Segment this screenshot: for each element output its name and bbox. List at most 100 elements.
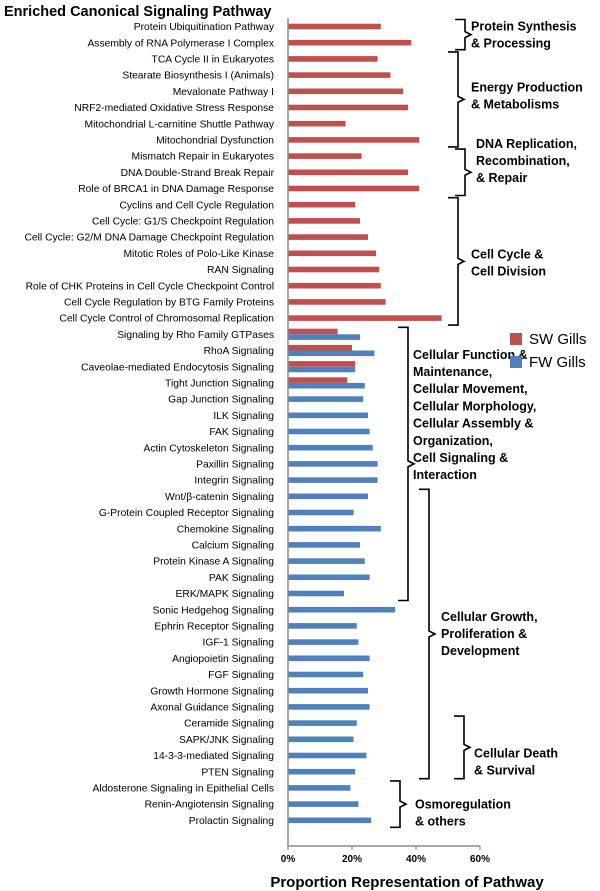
bar-fw-gills xyxy=(288,428,370,435)
bar-fw-gills xyxy=(288,461,378,467)
category-label: Mitochondrial Dysfunction xyxy=(156,136,274,147)
category-label: Protein Kinase A Signaling xyxy=(153,557,274,568)
group-label: Development xyxy=(441,644,520,658)
category-label: PAK Signaling xyxy=(209,573,274,584)
bar-fw-gills xyxy=(288,444,373,451)
group-bracket xyxy=(455,18,473,51)
group-label: Cellular Growth, xyxy=(441,610,538,624)
legend-swatch xyxy=(510,333,522,345)
bar-fw-gills xyxy=(288,785,351,791)
legend-label: FW Gills xyxy=(529,354,586,371)
bar-sw-gills xyxy=(288,282,381,289)
bar-fw-gills xyxy=(288,623,357,629)
bar-sw-gills xyxy=(288,120,346,127)
category-label: IGF-1 Signaling xyxy=(202,638,274,649)
category-label: Cell Cycle: G1/S Checkpoint Regulation xyxy=(92,217,274,228)
bar-sw-gills xyxy=(288,39,412,46)
category-label: Caveolae-mediated Endocytosis Signaling xyxy=(81,362,274,373)
legend-label: SW Gills xyxy=(529,331,587,348)
category-label: Cell Cycle Regulation by BTG Family Prot… xyxy=(64,298,274,309)
bar-fw-gills xyxy=(288,704,370,710)
category-label: ILK Signaling xyxy=(213,411,274,422)
category-label: Aldosterone Signaling in Epithelial Cell… xyxy=(93,784,274,795)
category-label: Cell Cycle Control of Chromosomal Replic… xyxy=(59,314,274,325)
bar-sw-gills xyxy=(288,234,368,240)
bar-sw-gills xyxy=(288,88,404,95)
bar-sw-gills xyxy=(288,361,356,367)
group-annotations: Protein Synthesis & Processing Energy Prod… xyxy=(390,18,583,829)
group-bracket xyxy=(398,326,416,602)
group-label: & others xyxy=(415,815,466,829)
group-label: Cellular Death xyxy=(474,746,558,760)
bar-fw-gills xyxy=(288,334,360,340)
category-label: Protein Ubiquitination Pathway xyxy=(134,22,275,33)
x-tick-label: 60% xyxy=(470,854,490,865)
category-label: Renin-Angiotensin Signaling xyxy=(145,800,275,811)
category-label: Wnt/β-catenin Signaling xyxy=(165,492,274,503)
group-label: & Metabolisms xyxy=(471,98,559,112)
bar-fw-gills xyxy=(288,606,396,613)
group-label: Cell Division xyxy=(471,265,546,279)
bar-fw-gills xyxy=(288,542,360,548)
bar-sw-gills xyxy=(288,266,380,273)
category-label: G-Protein Coupled Receptor Signaling xyxy=(99,508,274,519)
group-label: Cell Signaling & xyxy=(413,451,508,465)
bar-fw-gills xyxy=(288,639,359,645)
category-label: Axonal Guidance Signaling xyxy=(150,703,274,714)
category-label: Sonic Hedgehog Signaling xyxy=(153,605,275,616)
bars-layer xyxy=(288,23,442,824)
category-label: Cell Cycle: G2/M DNA Damage Checkpoint R… xyxy=(24,233,274,244)
category-label: SAPK/JNK Signaling xyxy=(179,735,274,746)
category-label: Signaling by Rho Family GTPases xyxy=(117,330,274,341)
category-label: Gap Junction Signaling xyxy=(168,395,274,406)
category-label: Growth Hormone Signaling xyxy=(150,686,274,697)
x-tick-label: 40% xyxy=(406,854,426,865)
group-bracket xyxy=(448,51,466,148)
x-axis-label: Proportion Representation of Pathway xyxy=(270,874,544,891)
group-label: Cellular Movement, xyxy=(413,382,528,396)
bar-fw-gills xyxy=(288,396,364,402)
bar-fw-gills xyxy=(288,671,364,678)
category-label: RAN Signaling xyxy=(207,265,274,276)
category-label: RhoA Signaling xyxy=(204,346,275,357)
bar-sw-gills xyxy=(288,328,338,335)
category-label: Calcium Signaling xyxy=(192,541,275,552)
category-label: FAK Signaling xyxy=(209,427,274,438)
category-label: Assembly of RNA Polymerase I Complex xyxy=(87,38,274,49)
category-label: ERK/MAPK Signaling xyxy=(176,589,275,600)
group-label: Organization, xyxy=(413,434,493,448)
bar-fw-gills xyxy=(288,493,368,500)
bar-sw-gills xyxy=(288,299,386,305)
bar-fw-gills xyxy=(288,687,368,694)
category-label: Chemokine Signaling xyxy=(177,524,275,535)
group-label: & Survival xyxy=(474,764,535,778)
bar-sw-gills xyxy=(288,218,360,224)
bar-sw-gills xyxy=(288,315,442,321)
bar-fw-gills xyxy=(288,558,365,564)
group-label: Proliferation & xyxy=(441,627,527,641)
legend-swatch xyxy=(510,356,522,368)
group-bracket xyxy=(454,715,472,780)
bar-sw-gills xyxy=(288,72,391,78)
bar-sw-gills xyxy=(288,153,362,159)
bar-fw-gills xyxy=(288,655,370,662)
category-labels: Protein Ubiquitination Pathway Assembly o… xyxy=(24,22,274,827)
bar-fw-gills xyxy=(288,382,365,389)
category-label: Tight Junction Signaling xyxy=(165,379,274,390)
category-label: Mevalonate Pathway I xyxy=(173,87,274,98)
group-bracket xyxy=(419,488,437,780)
bar-sw-gills xyxy=(288,377,348,383)
x-tick-label: 0% xyxy=(281,854,296,865)
bar-fw-gills xyxy=(288,752,367,759)
bar-fw-gills xyxy=(288,590,344,597)
category-label: Actin Cytoskeleton Signaling xyxy=(143,443,274,454)
category-label: Role of BRCA1 in DNA Damage Response xyxy=(78,184,274,195)
bar-sw-gills xyxy=(288,344,352,351)
bar-fw-gills xyxy=(288,817,372,824)
category-label: Mitotic Roles of Polo-Like Kinase xyxy=(123,249,274,260)
bar-fw-gills xyxy=(288,412,368,419)
category-label: Stearate Biosynthesis I (Animals) xyxy=(122,71,274,82)
bar-fw-gills xyxy=(288,477,378,483)
x-tick-label: 20% xyxy=(342,854,362,865)
